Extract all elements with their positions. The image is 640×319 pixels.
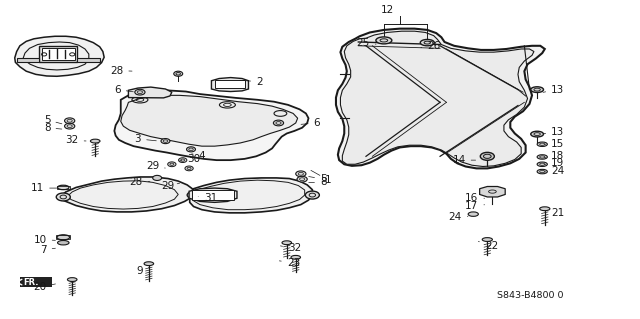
Ellipse shape [537, 162, 547, 167]
Ellipse shape [482, 238, 492, 241]
Text: 17: 17 [465, 201, 484, 211]
Polygon shape [17, 58, 39, 62]
Ellipse shape [161, 138, 170, 144]
Ellipse shape [173, 71, 182, 76]
Text: 22: 22 [478, 241, 498, 251]
Ellipse shape [58, 185, 69, 190]
Text: 8: 8 [44, 123, 62, 133]
Ellipse shape [186, 147, 195, 152]
Ellipse shape [58, 241, 69, 245]
Text: 10: 10 [33, 234, 56, 245]
Ellipse shape [65, 118, 75, 123]
Bar [192, 190, 234, 200]
Polygon shape [77, 58, 100, 62]
Text: 32: 32 [280, 243, 301, 253]
Bar [214, 80, 245, 88]
Ellipse shape [531, 131, 543, 137]
Ellipse shape [67, 278, 77, 281]
Ellipse shape [135, 89, 145, 95]
Text: 26: 26 [421, 41, 440, 51]
Text: 6: 6 [114, 85, 133, 95]
Polygon shape [189, 178, 312, 213]
Ellipse shape [90, 139, 100, 143]
Bar [39, 47, 77, 62]
Ellipse shape [537, 155, 547, 159]
Text: 28: 28 [129, 177, 150, 187]
Text: S843-B4800 0: S843-B4800 0 [497, 291, 564, 300]
Text: 13: 13 [543, 85, 564, 95]
Text: 2: 2 [240, 77, 263, 87]
Text: 15: 15 [545, 139, 564, 149]
Ellipse shape [480, 152, 494, 160]
Ellipse shape [179, 158, 187, 162]
Text: 6: 6 [301, 118, 320, 128]
Ellipse shape [305, 191, 319, 199]
Text: 30: 30 [179, 154, 200, 164]
Polygon shape [189, 188, 237, 202]
Ellipse shape [537, 142, 547, 146]
Text: 24: 24 [545, 166, 564, 176]
Ellipse shape [537, 169, 547, 174]
Ellipse shape [57, 235, 70, 240]
Ellipse shape [291, 256, 301, 259]
Ellipse shape [153, 175, 162, 181]
Text: 8: 8 [308, 177, 326, 187]
Ellipse shape [376, 37, 392, 44]
Text: 9: 9 [136, 266, 149, 276]
Ellipse shape [282, 241, 292, 245]
Ellipse shape [540, 207, 550, 211]
Text: 29: 29 [146, 161, 165, 172]
Text: 11: 11 [31, 183, 57, 193]
Text: 31: 31 [198, 193, 217, 203]
Ellipse shape [187, 192, 200, 198]
Polygon shape [211, 78, 248, 92]
Ellipse shape [168, 162, 176, 167]
Polygon shape [479, 187, 505, 197]
Bar [20, 277, 52, 287]
Polygon shape [115, 90, 308, 160]
Polygon shape [121, 95, 298, 146]
Polygon shape [129, 87, 172, 98]
Text: 4: 4 [192, 151, 205, 161]
Text: 21: 21 [545, 209, 564, 219]
Polygon shape [15, 36, 104, 76]
Text: 19: 19 [545, 158, 564, 168]
Text: 12: 12 [380, 4, 394, 15]
Text: 29: 29 [161, 181, 179, 190]
Text: 7: 7 [40, 245, 56, 255]
Text: 14: 14 [452, 155, 476, 165]
Ellipse shape [185, 166, 193, 171]
Ellipse shape [56, 193, 70, 201]
Ellipse shape [531, 87, 543, 93]
Text: 32: 32 [65, 136, 86, 145]
Text: 25: 25 [356, 38, 376, 48]
Ellipse shape [420, 40, 435, 46]
Bar [56, 235, 70, 239]
Ellipse shape [144, 262, 154, 266]
Text: FR.: FR. [23, 278, 38, 286]
Bar [42, 48, 75, 60]
Polygon shape [336, 29, 545, 168]
Text: 23: 23 [279, 258, 300, 268]
Text: 3: 3 [134, 134, 156, 144]
Ellipse shape [296, 171, 306, 177]
Text: 13: 13 [543, 127, 564, 137]
Text: 5: 5 [308, 174, 326, 184]
Ellipse shape [273, 120, 284, 126]
Bar [57, 186, 70, 189]
Polygon shape [60, 177, 193, 212]
Ellipse shape [468, 212, 478, 216]
Polygon shape [340, 31, 534, 167]
Text: 16: 16 [465, 193, 484, 203]
Text: 18: 18 [545, 151, 564, 161]
Text: 24: 24 [449, 212, 468, 222]
Text: 5: 5 [44, 115, 62, 125]
Ellipse shape [297, 176, 307, 182]
Text: 1: 1 [311, 170, 332, 185]
Ellipse shape [65, 123, 75, 129]
Text: 20: 20 [33, 282, 56, 292]
Text: 28: 28 [110, 66, 132, 76]
